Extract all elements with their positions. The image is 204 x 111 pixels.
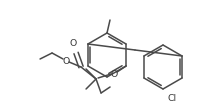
Text: O: O	[110, 69, 118, 78]
Text: O: O	[62, 56, 70, 65]
Text: O: O	[69, 39, 77, 48]
Text: Cl: Cl	[168, 94, 177, 103]
